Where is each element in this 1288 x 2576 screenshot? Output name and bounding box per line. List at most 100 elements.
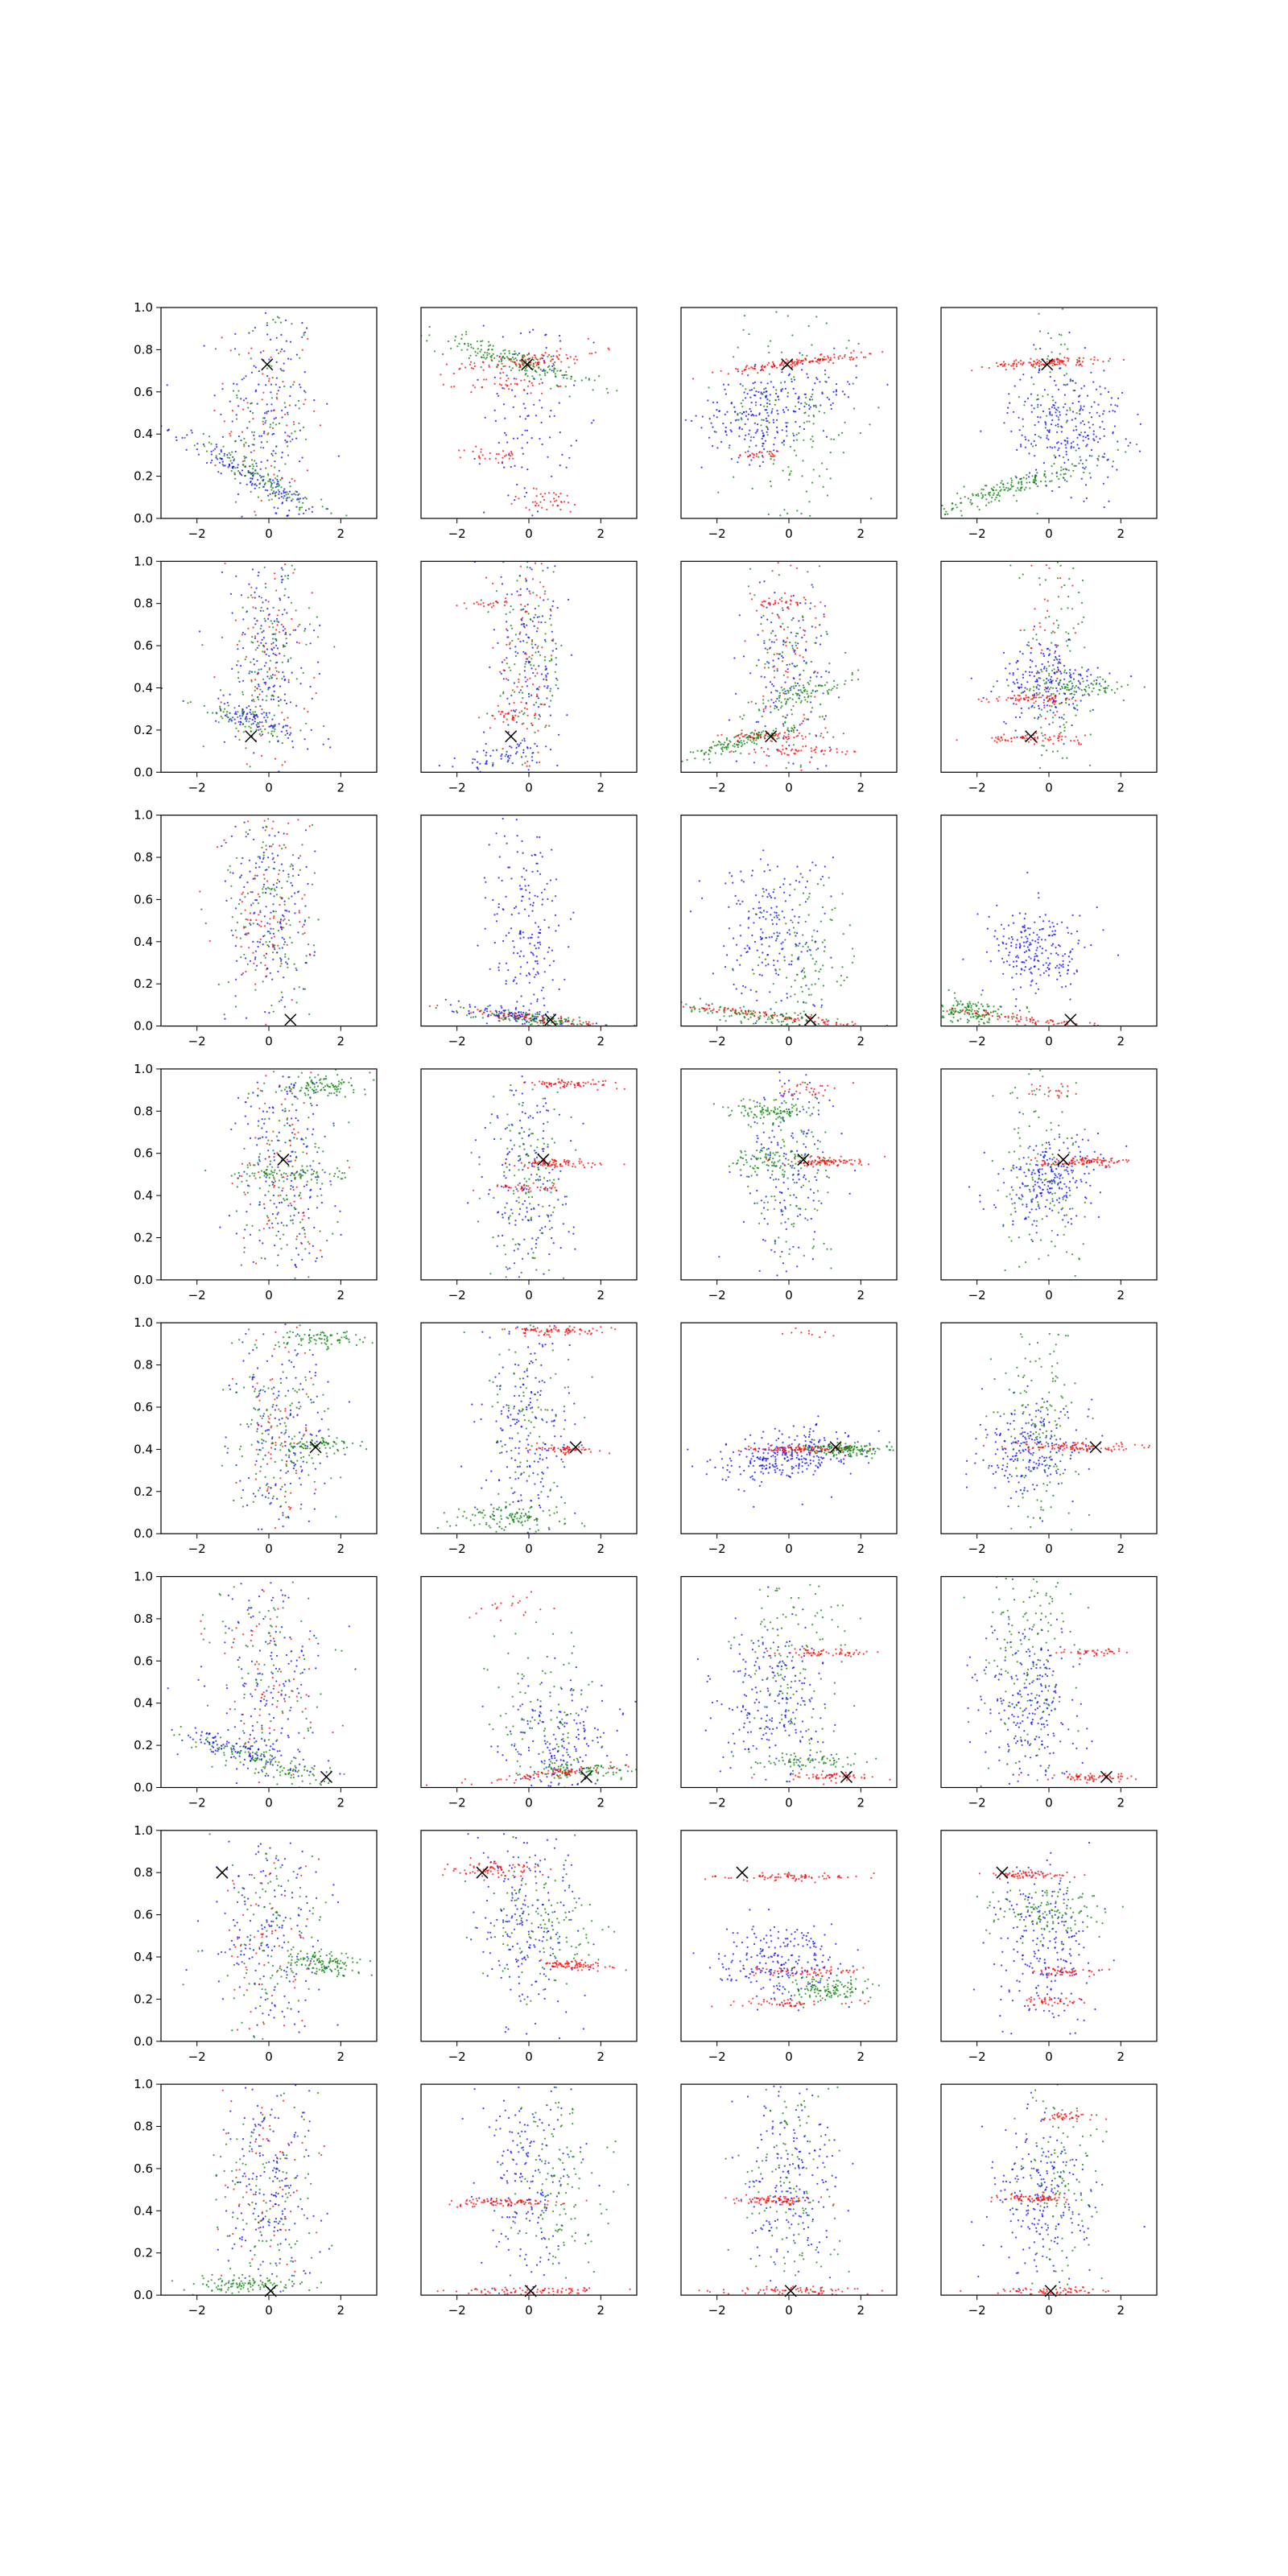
point-red — [1059, 577, 1062, 580]
point-green — [1088, 687, 1091, 689]
point-red — [766, 364, 769, 366]
point-red — [271, 427, 275, 430]
point-green — [236, 921, 238, 923]
point-blue — [558, 988, 560, 990]
point-red — [813, 749, 815, 752]
point-blue — [539, 928, 542, 931]
point-blue — [234, 945, 237, 947]
point-blue — [556, 606, 559, 609]
point-blue — [592, 341, 595, 344]
point-red — [1034, 362, 1037, 365]
point-green — [264, 482, 266, 485]
point-red — [450, 386, 452, 388]
point-blue — [240, 862, 242, 865]
point-blue — [535, 688, 539, 691]
point-blue — [534, 944, 536, 947]
point-blue — [523, 495, 526, 497]
point-blue — [551, 365, 554, 367]
point-green — [1037, 394, 1039, 397]
point-blue — [196, 448, 198, 451]
point-blue — [255, 724, 258, 726]
point-blue — [473, 457, 476, 460]
point-blue — [568, 456, 571, 459]
point-blue — [221, 436, 224, 438]
point-blue — [262, 630, 265, 632]
point-blue — [237, 435, 241, 438]
point-red — [237, 730, 240, 733]
point-green — [208, 441, 210, 444]
point-blue — [765, 417, 768, 420]
point-blue — [534, 894, 536, 897]
point-blue — [1063, 683, 1065, 686]
point-blue — [477, 944, 479, 947]
subplot-r1-c1: −2 0 20.00.20.40.60.81.0 — [134, 300, 378, 541]
point-blue — [810, 711, 812, 713]
point-green — [276, 485, 279, 488]
point-blue — [275, 417, 277, 419]
point-red — [1057, 735, 1059, 737]
point-red — [315, 691, 317, 695]
point-red — [307, 711, 309, 713]
point-blue — [523, 1022, 526, 1025]
point-green — [1081, 667, 1084, 669]
point-green — [252, 329, 254, 332]
point-blue — [1055, 646, 1058, 648]
point-red — [564, 501, 566, 503]
point-green — [785, 767, 787, 770]
point-green — [492, 762, 494, 764]
point-green — [281, 848, 283, 850]
point-red — [765, 733, 768, 735]
point-blue — [532, 902, 535, 904]
point-green — [290, 863, 293, 865]
point-blue — [269, 845, 271, 848]
point-blue — [167, 428, 170, 431]
point-green — [456, 345, 459, 348]
point-red — [1015, 365, 1018, 368]
point-red — [270, 845, 273, 848]
point-green — [708, 746, 711, 749]
point-blue — [511, 389, 514, 391]
point-green — [741, 744, 744, 746]
point-red — [852, 750, 856, 753]
point-blue — [1107, 476, 1109, 478]
point-green — [1027, 641, 1030, 644]
point-blue — [536, 870, 539, 873]
point-green — [502, 692, 505, 695]
point-blue — [302, 988, 304, 990]
point-green — [779, 653, 782, 655]
point-blue — [1028, 707, 1030, 709]
point-blue — [1100, 393, 1102, 395]
point-green — [295, 493, 297, 496]
point-green — [742, 328, 745, 331]
point-blue — [549, 964, 551, 967]
point-green — [832, 438, 835, 441]
point-blue — [1017, 686, 1019, 688]
point-green — [1108, 360, 1110, 362]
point-red — [767, 602, 770, 605]
point-blue — [239, 482, 242, 485]
point-green — [237, 902, 241, 906]
point-red — [463, 602, 465, 605]
point-blue — [270, 927, 272, 930]
point-blue — [815, 690, 817, 693]
point-red — [1055, 696, 1057, 698]
point-green — [559, 369, 562, 372]
point-blue — [538, 947, 540, 949]
point-red — [795, 567, 799, 569]
point-green — [1049, 480, 1051, 483]
point-red — [528, 380, 530, 382]
point-green — [1060, 466, 1063, 469]
point-green — [999, 489, 1001, 493]
point-red — [1033, 360, 1035, 362]
point-green — [793, 724, 795, 727]
point-red — [805, 641, 807, 643]
point-green — [508, 365, 511, 368]
point-green — [235, 727, 237, 729]
point-blue — [514, 710, 516, 713]
point-red — [720, 733, 723, 736]
point-blue — [528, 898, 530, 900]
point-green — [547, 365, 550, 369]
point-red — [560, 501, 563, 504]
point-green — [772, 729, 774, 732]
point-green — [239, 937, 242, 939]
